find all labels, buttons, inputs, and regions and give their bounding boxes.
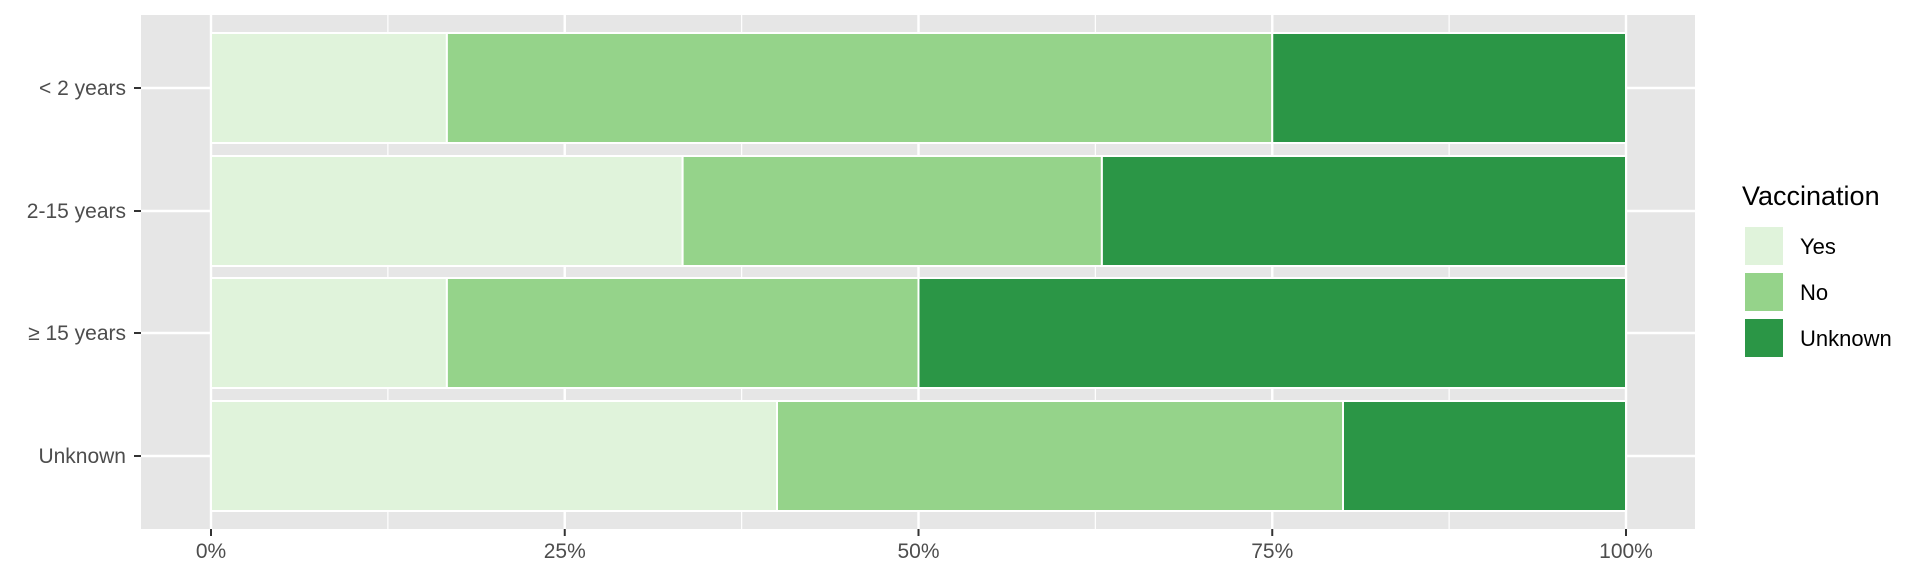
y-tick-label: Unknown xyxy=(38,445,126,468)
bar-segment xyxy=(445,277,920,389)
bar-segment xyxy=(1271,32,1627,144)
x-tick-label: 50% xyxy=(897,540,939,563)
legend-title: Vaccination xyxy=(1742,181,1880,211)
y-tick-label: < 2 years xyxy=(39,77,126,100)
bar-segment xyxy=(210,155,684,267)
bar-segment xyxy=(1100,155,1628,267)
legend-key xyxy=(1743,271,1785,313)
x-tick-label: 25% xyxy=(544,540,586,563)
legend-key xyxy=(1743,317,1785,359)
y-tick-label: ≥ 15 years xyxy=(28,322,126,345)
bar-segment xyxy=(210,32,448,144)
x-tick-label: 0% xyxy=(196,540,226,563)
bar-marks xyxy=(210,32,1628,512)
bar-segment xyxy=(681,155,1103,267)
x-tick-label: 100% xyxy=(1599,540,1653,563)
legend-key xyxy=(1743,225,1785,267)
legend-label: Yes xyxy=(1800,234,1836,259)
legend-label: Unknown xyxy=(1800,326,1892,351)
bar-segment xyxy=(445,32,1274,144)
legend-items: Yes No Unknown xyxy=(1743,225,1892,359)
legend: Vaccination Yes No Unknown xyxy=(1742,181,1892,359)
bar-segment xyxy=(917,277,1627,389)
x-axis: 0% 25% 50% 75% 100% xyxy=(196,529,1653,563)
bar-segment xyxy=(210,400,778,512)
bar-segment xyxy=(776,400,1344,512)
y-axis: < 2 years 2-15 years ≥ 15 years Unknown xyxy=(27,77,141,468)
x-tick-label: 75% xyxy=(1251,540,1293,563)
bar-segment xyxy=(210,277,448,389)
legend-label: No xyxy=(1800,280,1828,305)
bar-segment xyxy=(1342,400,1627,512)
y-tick-label: 2-15 years xyxy=(27,200,126,223)
